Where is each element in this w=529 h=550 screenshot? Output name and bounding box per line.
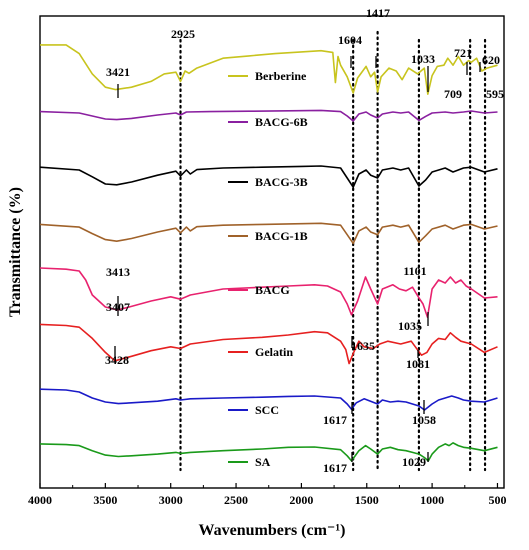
- peak-label: 3421: [106, 65, 130, 79]
- x-axis-label: Wavenumbers (cm⁻¹): [199, 522, 346, 539]
- legend-label-bacg-3b: BACG-3B: [255, 175, 308, 189]
- peak-label: 1617: [323, 413, 347, 427]
- legend-label-berberine: Berberine: [255, 69, 307, 83]
- legend-label-bacg-6b: BACG-6B: [255, 115, 308, 129]
- series-line-berberine: [40, 44, 498, 95]
- peak-label: 1035: [398, 319, 422, 333]
- legend-label-gelatin: Gelatin: [255, 345, 293, 359]
- x-tick-label-2500: 2500: [224, 493, 248, 507]
- legend: Berberine BACG-6B BACG-3B BACG-1B BACG Gelati…: [228, 69, 308, 469]
- peak-label: 3413: [106, 265, 130, 279]
- x-axis: 4000 3500 3000 2500 2000 1500 1000 500: [28, 483, 506, 507]
- y-axis-label: Transmittance (%): [7, 187, 24, 317]
- series-line-bacg-3b: [39, 165, 498, 188]
- series-line-gelatin: [39, 323, 498, 365]
- reference-lines: [179, 30, 487, 472]
- series-line-bacg-1b: [39, 222, 498, 245]
- peak-annotations: 2925 1417 1604 1033 721 620 3421 709 595 3413 1101…: [105, 6, 504, 475]
- peak-label: 1101: [403, 264, 426, 278]
- series-layer: [39, 44, 498, 462]
- x-tick-label-4000: 4000: [28, 493, 52, 507]
- legend-label-bacg-1b: BACG-1B: [255, 229, 308, 243]
- x-tick-label-3500: 3500: [93, 493, 117, 507]
- legend-label-scc: SCC: [255, 403, 279, 417]
- peak-label: 2925: [171, 27, 195, 41]
- x-tick-label-1500: 1500: [355, 493, 379, 507]
- series-line-bacg-6b: [39, 109, 498, 122]
- peak-label: 1058: [412, 413, 436, 427]
- legend-label-sa: SA: [255, 455, 271, 469]
- plot-frame: [39, 15, 505, 489]
- peak-label: 1635: [351, 339, 375, 353]
- series-line-bacg: [39, 267, 498, 319]
- x-tick-label-500: 500: [488, 493, 506, 507]
- peak-label: 1604: [338, 33, 362, 47]
- peak-label: 1617: [323, 461, 347, 475]
- peak-label: 709: [444, 87, 462, 101]
- peak-label: 3428: [105, 353, 129, 367]
- peak-label: 1029: [402, 455, 426, 469]
- peak-label: 1033: [411, 52, 435, 66]
- peak-label: 721: [454, 46, 472, 60]
- x-tick-label-1000: 1000: [420, 493, 444, 507]
- peak-label: 620: [482, 53, 500, 67]
- peak-label: 3407: [106, 300, 130, 314]
- x-tick-label-2000: 2000: [289, 493, 313, 507]
- legend-label-bacg: BACG: [255, 283, 290, 297]
- peak-label: 1417: [366, 6, 390, 20]
- series-line-sa: [39, 442, 498, 462]
- peak-label: 1081: [406, 357, 430, 371]
- peak-label: 595: [486, 87, 504, 101]
- x-tick-label-3000: 3000: [159, 493, 183, 507]
- series-line-scc: [39, 388, 498, 411]
